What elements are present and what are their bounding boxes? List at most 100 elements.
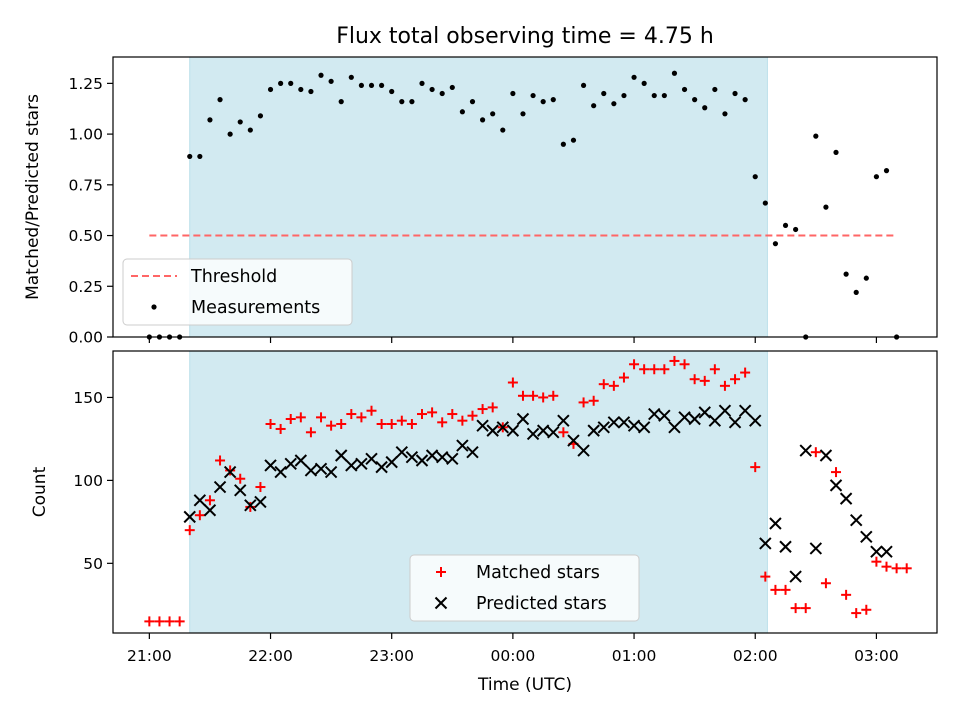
cross-b [789, 570, 802, 583]
cross-b [324, 465, 338, 479]
predicted-star-point [456, 439, 469, 452]
cross-b [476, 419, 489, 432]
cross-b [415, 454, 429, 467]
measurement-point [591, 103, 597, 109]
matched-star-point [891, 563, 902, 574]
measurement-point [318, 72, 324, 78]
cross-b [466, 445, 479, 459]
legend-measurements-swatch [151, 304, 157, 310]
bottom-plot-frame [112, 350, 938, 634]
matched-star-point [144, 616, 155, 627]
measurement-point [621, 92, 627, 99]
cross-b [304, 464, 318, 477]
x-tick-label: 00:00 [491, 647, 536, 665]
measurement-point [187, 153, 193, 160]
matched-star-point [790, 603, 801, 614]
predicted-star-point [435, 450, 449, 464]
measurement-point [298, 86, 304, 93]
predicted-star-point [466, 445, 479, 459]
measurement-point [732, 90, 738, 97]
measurement-point [469, 99, 476, 105]
cross-b [395, 445, 409, 459]
cross-b [658, 409, 671, 422]
predicted-star-point [284, 457, 297, 471]
predicted-star-point [728, 416, 742, 429]
matched-star-point [679, 359, 690, 370]
cross-b [223, 465, 237, 479]
matched-star-point [699, 375, 710, 386]
matched-star-point [649, 364, 660, 375]
measurement-point [217, 97, 223, 103]
measurement-point [459, 109, 465, 115]
predicted-star-point [274, 465, 287, 479]
predicted-star-point [839, 492, 853, 505]
matched-star-point [467, 410, 478, 421]
matched-star-point [437, 417, 448, 428]
measurement-point [500, 127, 506, 133]
legend-matched-swatch [436, 567, 446, 577]
predicted-star-point [799, 444, 812, 457]
predicted-star-point [193, 494, 207, 507]
bottom-y-ticks: 50 100 150 [73, 389, 113, 573]
cross-b [425, 449, 439, 462]
matched-star-point [871, 556, 882, 567]
x-tick-label: 01:00 [612, 647, 657, 665]
matched-star-point [406, 418, 417, 429]
measurement-point [793, 226, 799, 233]
cross-b [456, 439, 469, 452]
cross-b [819, 449, 833, 462]
matched-star-point [457, 415, 468, 426]
cross-b [627, 419, 641, 432]
measurement-point [237, 119, 243, 125]
matched-star-point [447, 409, 458, 420]
bottom-legend-box [409, 554, 640, 622]
x-tick-label: 02:00 [733, 647, 778, 665]
predicted-star-point [405, 450, 419, 464]
x-tick-label: 23:00 [369, 647, 414, 665]
measurement-point [823, 204, 829, 210]
measurement-point [530, 92, 536, 99]
matched-star-point [194, 510, 205, 521]
matched-star-point [427, 407, 438, 418]
cross-b [434, 596, 448, 610]
cross-b [244, 499, 257, 512]
matched-star-point [800, 603, 811, 614]
cross-b [779, 540, 792, 553]
predicted-star-point [213, 480, 227, 494]
matched-star-point [608, 380, 619, 391]
cross-b [678, 411, 691, 424]
measurement-point [692, 97, 698, 103]
measurement-point [550, 97, 556, 103]
top-y-axis-label: Matched/Predicted stars [23, 94, 43, 300]
predicted-star-point [587, 424, 600, 437]
cross-b [547, 426, 560, 439]
cross-b [749, 414, 762, 427]
measurement-point [419, 80, 425, 86]
predicted-star-point [718, 404, 732, 417]
cross-b [668, 421, 681, 434]
cross-b [355, 457, 368, 471]
top-y-tick-label: 0.00 [68, 329, 103, 347]
cross-b [850, 513, 863, 527]
predicted-star-point [658, 409, 671, 422]
matched-star-point [517, 390, 528, 401]
predicted-star-point [244, 499, 257, 512]
predicted-star-point [446, 452, 459, 466]
measurement-point [207, 117, 213, 123]
matched-star-point [831, 467, 842, 478]
legend-threshold-label: Threshold [190, 267, 277, 287]
matched-star-point [709, 364, 720, 375]
bottom-panel: Matched stars Predicted stars Count Time… [30, 337, 938, 695]
top-y-tick-label: 1.00 [68, 126, 103, 144]
top-y-tick-label: 0.50 [68, 227, 103, 245]
cross-b [435, 450, 449, 464]
matched-star-point [174, 616, 185, 627]
predicted-star-point [607, 416, 621, 429]
predicted-star-point [617, 416, 631, 429]
predicted-star-point [829, 479, 843, 492]
legend-predicted-swatch [434, 596, 448, 610]
measurement-point [389, 88, 395, 95]
measurement-point [762, 200, 768, 206]
matched-star-point [154, 616, 165, 627]
matched-star-point [881, 561, 892, 572]
